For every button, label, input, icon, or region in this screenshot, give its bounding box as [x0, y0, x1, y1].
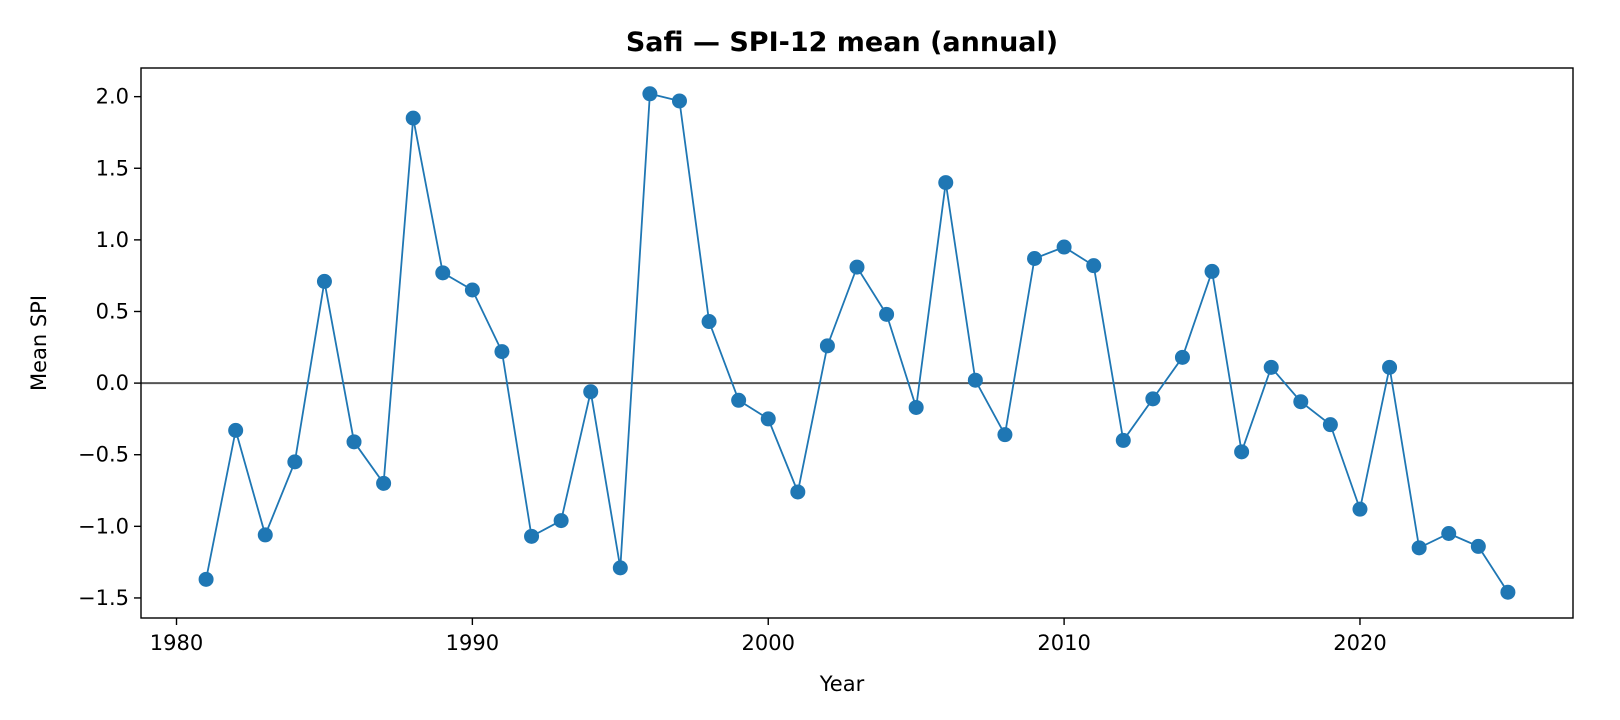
data-point-1997 — [671, 93, 687, 109]
data-point-2008 — [997, 427, 1013, 443]
data-point-1985 — [316, 273, 332, 289]
data-point-2001 — [790, 484, 806, 500]
data-point-1993 — [553, 513, 569, 529]
y-tick-label-0: −1.5 — [78, 586, 129, 610]
data-point-2009 — [1027, 250, 1043, 266]
data-point-1984 — [287, 454, 303, 470]
data-point-1988 — [405, 110, 421, 126]
data-point-2015 — [1204, 263, 1220, 279]
data-point-2016 — [1234, 444, 1250, 460]
data-point-2007 — [967, 372, 983, 388]
data-point-2017 — [1263, 359, 1279, 375]
data-point-2002 — [819, 338, 835, 354]
data-point-2012 — [1115, 432, 1131, 448]
y-tick-label-7: 2.0 — [96, 85, 129, 109]
x-tick-label-1980: 1980 — [150, 631, 203, 655]
data-point-2020 — [1352, 501, 1368, 517]
y-tick-label-3: 0.0 — [96, 371, 129, 395]
data-point-1990 — [464, 282, 480, 298]
data-point-2025 — [1500, 584, 1516, 600]
series-group — [198, 86, 1516, 600]
data-point-2005 — [908, 399, 924, 415]
data-point-2024 — [1470, 538, 1486, 554]
data-point-1992 — [524, 528, 540, 544]
axes-group: 1980 1990 2000 2010 2020 −1.5 −1.0 −0.5 0.0 0.5 1.… — [78, 85, 1387, 655]
data-point-2003 — [849, 259, 865, 275]
data-point-1986 — [346, 434, 362, 450]
data-point-1982 — [228, 422, 244, 438]
y-tick-label-1: −1.0 — [78, 514, 129, 538]
data-point-1994 — [583, 384, 599, 400]
data-point-2011 — [1086, 258, 1102, 274]
data-point-1998 — [701, 314, 717, 330]
data-point-1983 — [257, 527, 273, 543]
data-point-1981 — [198, 571, 214, 587]
data-point-1995 — [612, 560, 628, 576]
x-tick-label-2020: 2020 — [1333, 631, 1386, 655]
data-point-1999 — [731, 392, 747, 408]
y-tick-label-5: 1.0 — [96, 228, 129, 252]
data-point-1996 — [642, 86, 658, 102]
y-axis-label: Mean SPI — [27, 295, 51, 391]
x-axis-label: Year — [819, 672, 865, 696]
y-tick-label-2: −0.5 — [78, 443, 129, 467]
data-point-1989 — [435, 265, 451, 281]
data-point-2022 — [1411, 540, 1427, 556]
data-point-1991 — [494, 344, 510, 360]
data-point-2021 — [1382, 359, 1398, 375]
y-tick-label-6: 1.5 — [96, 156, 129, 180]
data-point-1987 — [376, 475, 392, 491]
x-tick-label-2000: 2000 — [742, 631, 795, 655]
data-point-2023 — [1441, 525, 1457, 541]
data-point-2006 — [938, 175, 954, 191]
data-point-2013 — [1145, 391, 1161, 407]
x-tick-label-1990: 1990 — [446, 631, 499, 655]
data-point-2000 — [760, 411, 776, 427]
data-point-2019 — [1322, 417, 1338, 433]
data-point-2010 — [1056, 239, 1072, 255]
plot-frame — [140, 67, 1574, 619]
data-point-2004 — [879, 306, 895, 322]
data-point-2014 — [1174, 349, 1190, 365]
y-tick-label-4: 0.5 — [96, 299, 129, 323]
data-point-2018 — [1293, 394, 1309, 410]
x-tick-label-2010: 2010 — [1037, 631, 1090, 655]
chart-title: Safi — SPI-12 mean (annual) — [626, 27, 1058, 58]
